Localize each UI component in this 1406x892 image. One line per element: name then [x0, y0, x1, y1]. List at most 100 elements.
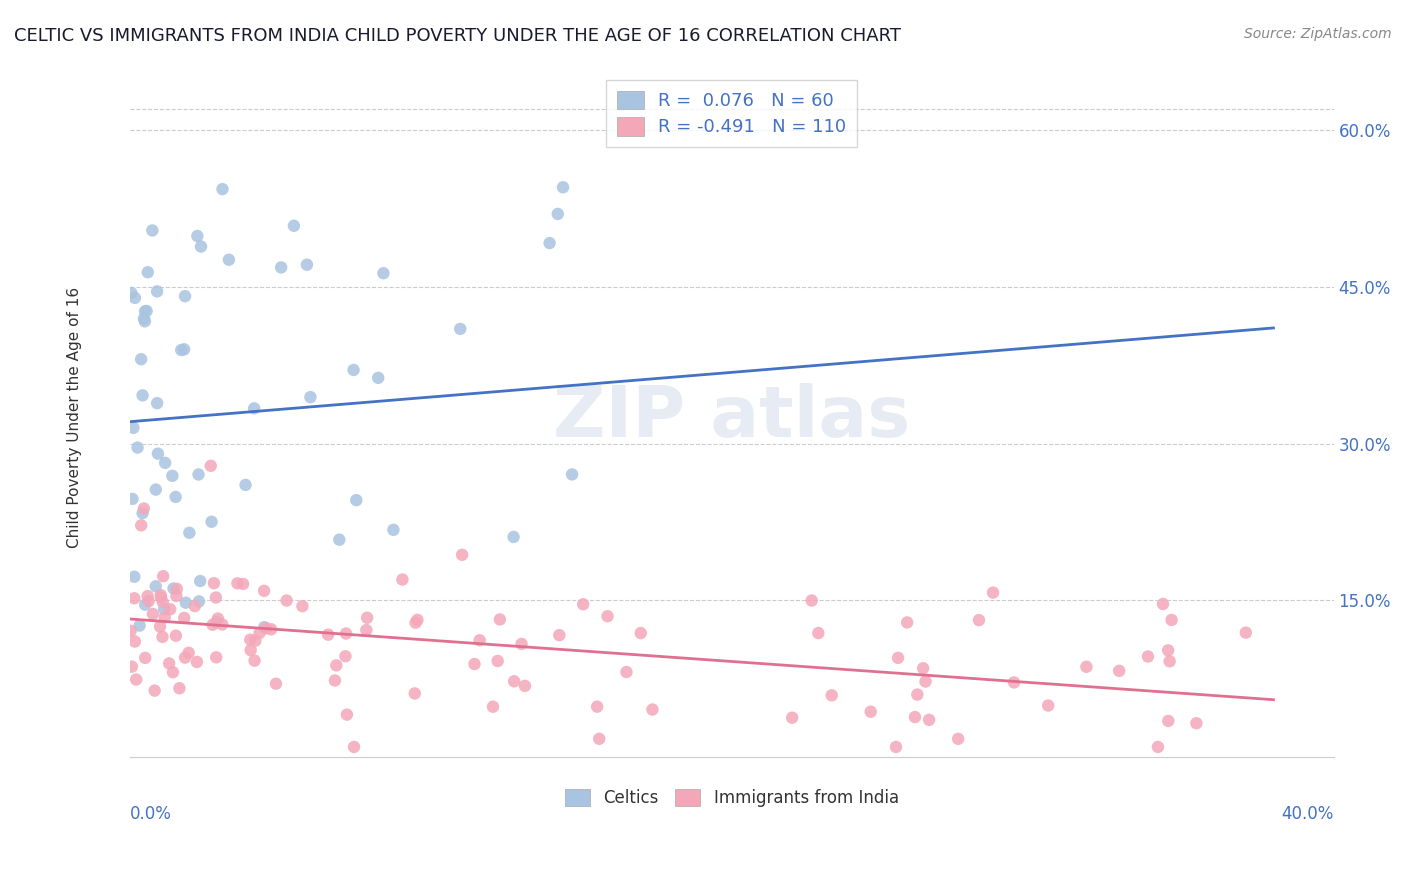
Point: [145, 483, 167, 497]
Point: [1160, 613, 1182, 627]
Text: 40.0%: 40.0%: [1281, 805, 1334, 823]
Point: [170, 343, 193, 357]
Point: [131, 388, 153, 402]
Point: [912, 661, 935, 675]
Point: [146, 285, 169, 299]
Point: [253, 620, 276, 634]
Point: [173, 343, 195, 357]
Point: [211, 182, 233, 196]
Point: [134, 651, 156, 665]
Point: [260, 623, 283, 637]
Point: [124, 570, 146, 584]
Point: [121, 491, 143, 506]
Point: [169, 681, 191, 696]
Point: [586, 699, 609, 714]
Point: [207, 611, 229, 625]
Point: [1147, 739, 1170, 754]
Point: [186, 229, 208, 244]
Point: [1157, 714, 1180, 728]
Point: [547, 207, 569, 221]
Point: [967, 613, 990, 627]
Point: [914, 674, 936, 689]
Point: [125, 673, 148, 687]
Point: [283, 219, 305, 233]
Point: [551, 180, 574, 194]
Point: [405, 615, 427, 630]
Point: [205, 591, 228, 605]
Point: [1076, 660, 1098, 674]
Point: [142, 607, 165, 621]
Point: [904, 710, 927, 724]
Point: [616, 665, 638, 679]
Point: [596, 609, 619, 624]
Point: [211, 617, 233, 632]
Point: [404, 686, 426, 700]
Point: [905, 688, 928, 702]
Point: [323, 673, 346, 688]
Point: [239, 643, 262, 657]
Point: [184, 599, 207, 614]
Point: [226, 576, 249, 591]
Point: [373, 266, 395, 280]
Point: [780, 711, 803, 725]
Point: [538, 235, 561, 250]
Point: [121, 659, 143, 673]
Point: [243, 654, 266, 668]
Point: [630, 626, 652, 640]
Point: [245, 633, 267, 648]
Point: [887, 651, 910, 665]
Point: [486, 654, 509, 668]
Point: [136, 589, 159, 603]
Point: [188, 594, 211, 608]
Point: [177, 646, 200, 660]
Point: [173, 611, 195, 625]
Point: [343, 739, 366, 754]
Point: [153, 610, 176, 624]
Point: [162, 582, 184, 596]
Point: [918, 713, 941, 727]
Point: [162, 468, 184, 483]
Point: [218, 252, 240, 267]
Point: [342, 363, 364, 377]
Point: [174, 650, 197, 665]
Point: [276, 593, 298, 607]
Point: [205, 615, 228, 629]
Point: [157, 657, 180, 671]
Point: [165, 589, 187, 603]
Point: [295, 258, 318, 272]
Point: [239, 632, 262, 647]
Point: [356, 623, 378, 637]
Point: [120, 286, 142, 301]
Point: [513, 679, 536, 693]
Point: [1157, 643, 1180, 657]
Point: [132, 501, 155, 516]
Point: [821, 689, 844, 703]
Point: [325, 658, 347, 673]
Point: [153, 456, 176, 470]
Point: [143, 683, 166, 698]
Point: [149, 619, 172, 633]
Point: [129, 352, 152, 367]
Point: [149, 588, 172, 602]
Point: [291, 599, 314, 614]
Point: [134, 598, 156, 612]
Point: [299, 390, 322, 404]
Point: [132, 311, 155, 326]
Point: [807, 626, 830, 640]
Point: [124, 291, 146, 305]
Point: [200, 458, 222, 473]
Point: [561, 467, 583, 482]
Point: [270, 260, 292, 275]
Text: Child Poverty Under the Age of 16: Child Poverty Under the Age of 16: [66, 287, 82, 548]
Point: [1185, 716, 1208, 731]
Point: [152, 595, 174, 609]
Point: [120, 624, 142, 638]
Point: [981, 585, 1004, 599]
Point: [165, 490, 187, 504]
Point: [884, 739, 907, 754]
Point: [131, 506, 153, 520]
Point: [134, 304, 156, 318]
Text: CELTIC VS IMMIGRANTS FROM INDIA CHILD POVERTY UNDER THE AGE OF 16 CORRELATION CH: CELTIC VS IMMIGRANTS FROM INDIA CHILD PO…: [14, 27, 901, 45]
Point: [344, 493, 367, 508]
Point: [316, 627, 339, 641]
